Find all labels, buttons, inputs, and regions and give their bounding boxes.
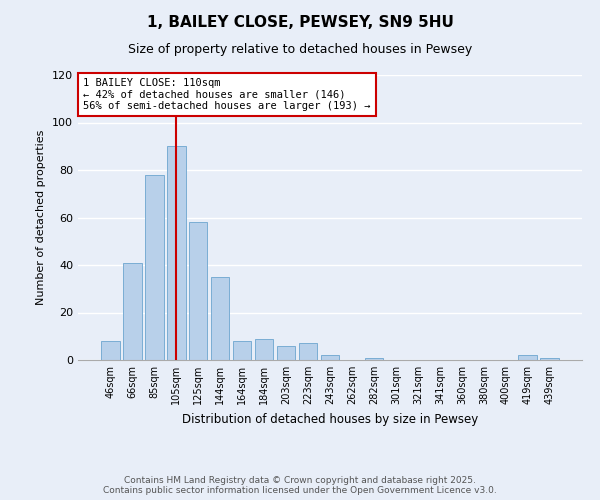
Text: 1 BAILEY CLOSE: 110sqm
← 42% of detached houses are smaller (146)
56% of semi-de: 1 BAILEY CLOSE: 110sqm ← 42% of detached… — [83, 78, 371, 111]
Bar — [145, 175, 164, 360]
Y-axis label: Number of detached properties: Number of detached properties — [37, 130, 46, 305]
Bar — [167, 146, 185, 360]
Bar — [233, 341, 251, 360]
X-axis label: Distribution of detached houses by size in Pewsey: Distribution of detached houses by size … — [182, 412, 478, 426]
Bar — [211, 277, 229, 360]
Bar — [255, 338, 274, 360]
Bar — [123, 262, 142, 360]
Bar — [189, 222, 208, 360]
Bar — [277, 346, 295, 360]
Bar — [320, 355, 340, 360]
Bar — [365, 358, 383, 360]
Text: Contains HM Land Registry data © Crown copyright and database right 2025.
Contai: Contains HM Land Registry data © Crown c… — [103, 476, 497, 495]
Bar — [541, 358, 559, 360]
Bar — [518, 355, 537, 360]
Text: Size of property relative to detached houses in Pewsey: Size of property relative to detached ho… — [128, 42, 472, 56]
Text: 1, BAILEY CLOSE, PEWSEY, SN9 5HU: 1, BAILEY CLOSE, PEWSEY, SN9 5HU — [146, 15, 454, 30]
Bar — [101, 341, 119, 360]
Bar — [299, 344, 317, 360]
